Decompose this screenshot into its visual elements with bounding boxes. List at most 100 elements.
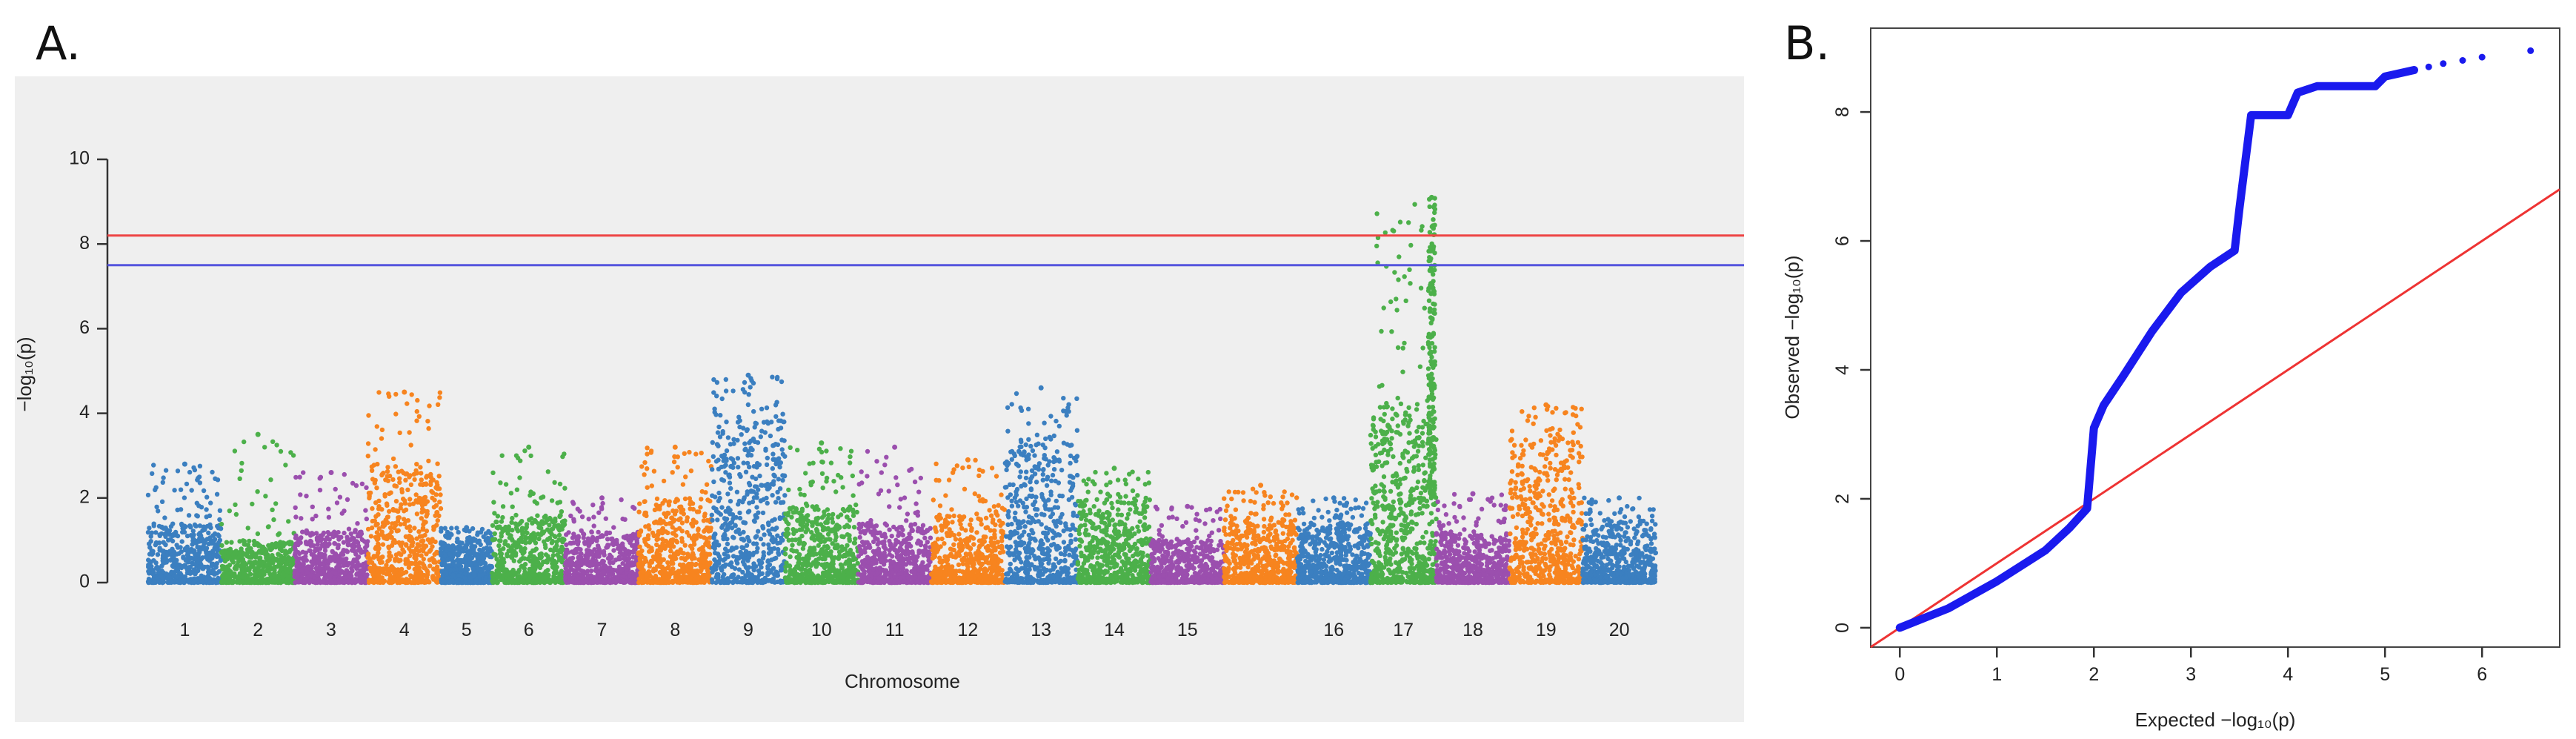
manhattan-point: [742, 441, 748, 446]
manhattan-point: [782, 438, 787, 443]
manhattan-point: [281, 543, 286, 549]
manhattan-point: [463, 579, 468, 585]
manhattan-point: [764, 405, 770, 411]
manhattan-point: [385, 465, 390, 470]
manhattan-point: [425, 419, 430, 424]
manhattan-point: [601, 549, 607, 554]
manhattan-point: [364, 485, 369, 490]
manhattan-point: [393, 391, 399, 397]
manhattan-point: [179, 580, 184, 585]
manhattan-point: [671, 531, 676, 536]
manhattan-point: [335, 545, 341, 551]
manhattan-point: [716, 466, 722, 471]
manhattan-point: [715, 517, 720, 523]
manhattan-point: [188, 533, 194, 538]
manhattan-point: [209, 563, 214, 569]
manhattan-point: [342, 530, 347, 536]
manhattan-point: [616, 546, 621, 551]
manhattan-point: [505, 572, 510, 577]
manhattan-point: [710, 467, 715, 472]
manhattan-point: [250, 501, 255, 507]
manhattan-point: [433, 560, 438, 565]
manhattan-point: [748, 438, 753, 443]
manhattan-point: [773, 442, 779, 447]
manhattan-point: [756, 487, 761, 492]
manhattan-point: [643, 510, 648, 516]
manhattan-chromosome-2: [219, 431, 297, 586]
manhattan-point: [542, 529, 547, 534]
manhattan-point: [287, 549, 292, 554]
manhattan-point: [560, 536, 565, 542]
manhattan-point: [698, 569, 703, 574]
manhattan-point: [436, 402, 441, 407]
manhattan-point: [723, 388, 729, 394]
manhattan-point: [263, 494, 268, 499]
manhattan-point: [654, 496, 660, 502]
manhattan-point: [203, 577, 208, 583]
manhattan-point: [590, 561, 595, 567]
manhattan-point: [776, 551, 782, 557]
manhattan-point: [600, 569, 606, 574]
manhattan-point: [207, 522, 213, 528]
manhattan-point: [234, 563, 240, 568]
manhattan-point: [191, 537, 197, 543]
manhattan-point: [674, 540, 680, 545]
manhattan-point: [564, 532, 569, 537]
manhattan-point: [718, 413, 723, 418]
manhattan-point: [178, 545, 183, 550]
manhattan-point: [494, 569, 500, 574]
manhattan-point: [253, 559, 259, 565]
manhattan-point: [723, 528, 728, 533]
manhattan-point: [562, 451, 567, 457]
manhattan-point: [446, 543, 451, 549]
manhattan-chromosome-max-point: [182, 461, 187, 467]
manhattan-point: [758, 434, 763, 440]
manhattan-point: [757, 473, 762, 479]
manhattan-point: [322, 576, 327, 581]
manhattan-point: [751, 495, 757, 500]
manhattan-point: [556, 526, 562, 531]
manhattan-point: [553, 534, 558, 540]
manhattan-point: [576, 539, 581, 544]
manhattan-point: [299, 535, 304, 540]
manhattan-point: [476, 555, 482, 561]
manhattan-point: [333, 571, 338, 576]
manhattan-point: [396, 558, 402, 564]
manhattan-point: [471, 549, 476, 554]
manhattan-point: [153, 542, 159, 548]
manhattan-point: [554, 543, 559, 549]
manhattan-point: [186, 513, 192, 518]
manhattan-point: [274, 443, 279, 448]
manhattan-point: [449, 532, 454, 537]
manhattan-point: [437, 390, 443, 395]
manhattan-point: [264, 569, 269, 574]
manhattan-point: [456, 551, 462, 556]
manhattan-point: [245, 566, 251, 571]
manhattan-point: [198, 576, 204, 582]
manhattan-point: [545, 469, 550, 474]
manhattan-point: [670, 559, 675, 564]
manhattan-point: [379, 427, 385, 433]
manhattan-point: [211, 552, 216, 557]
manhattan-point: [245, 543, 251, 548]
manhattan-point: [410, 537, 415, 542]
manhattan-point: [370, 568, 376, 573]
manhattan-point: [339, 551, 345, 557]
manhattan-point: [567, 568, 572, 574]
manhattan-point: [603, 516, 608, 521]
manhattan-point: [558, 513, 563, 518]
manhattan-point: [425, 574, 430, 580]
manhattan-point: [557, 500, 563, 505]
manhattan-point: [735, 420, 741, 425]
manhattan-point: [699, 497, 704, 502]
manhattan-point: [451, 562, 456, 567]
manhattan-point: [486, 528, 491, 534]
manhattan-point: [239, 546, 244, 551]
manhattan-point: [317, 476, 322, 481]
manhattan-point: [328, 578, 334, 583]
manhattan-point: [422, 565, 427, 571]
manhattan-point: [278, 448, 284, 454]
manhattan-point: [593, 577, 599, 583]
manhattan-point: [649, 560, 655, 565]
manhattan-point: [765, 455, 771, 461]
